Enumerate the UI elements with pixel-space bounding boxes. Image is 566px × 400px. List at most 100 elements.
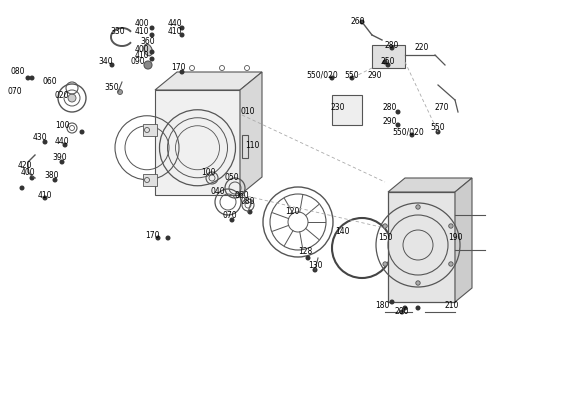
Text: 050: 050 (225, 174, 239, 182)
Text: 390: 390 (53, 154, 67, 162)
Circle shape (449, 262, 453, 266)
Text: 180: 180 (375, 300, 389, 310)
Text: 010: 010 (241, 108, 255, 116)
Circle shape (110, 63, 114, 67)
Text: 080: 080 (241, 198, 255, 206)
Circle shape (156, 236, 160, 240)
Text: 290: 290 (383, 118, 397, 126)
Circle shape (230, 218, 234, 222)
Text: 040: 040 (211, 188, 225, 196)
Circle shape (30, 76, 34, 80)
Text: 230: 230 (331, 104, 345, 112)
Circle shape (416, 306, 420, 310)
Circle shape (43, 196, 47, 200)
Ellipse shape (144, 44, 152, 56)
Text: 150: 150 (378, 234, 392, 242)
Text: 210: 210 (445, 300, 459, 310)
Text: 080: 080 (11, 68, 25, 76)
Text: 220: 220 (415, 44, 429, 52)
Circle shape (166, 236, 170, 240)
Circle shape (80, 130, 84, 134)
Circle shape (396, 110, 400, 114)
Circle shape (180, 33, 184, 37)
Polygon shape (332, 95, 362, 125)
Text: 020: 020 (55, 90, 69, 100)
Circle shape (383, 262, 387, 266)
Text: 100: 100 (55, 120, 69, 130)
Circle shape (150, 26, 154, 30)
Circle shape (386, 63, 390, 67)
Text: 350: 350 (105, 84, 119, 92)
Text: 070: 070 (222, 210, 237, 220)
Text: 400: 400 (135, 20, 149, 28)
Text: 060: 060 (42, 78, 57, 86)
Text: 400: 400 (135, 44, 149, 54)
Circle shape (449, 224, 453, 228)
Text: 430: 430 (33, 134, 48, 142)
Text: 200: 200 (395, 308, 409, 316)
Text: 340: 340 (98, 58, 113, 66)
Circle shape (436, 130, 440, 134)
Text: 440: 440 (55, 138, 69, 146)
Circle shape (43, 140, 47, 144)
Text: 128: 128 (298, 248, 312, 256)
Circle shape (150, 33, 154, 37)
Text: 170: 170 (145, 230, 159, 240)
Circle shape (383, 60, 387, 64)
Text: 110: 110 (245, 140, 259, 150)
Circle shape (360, 20, 364, 24)
Circle shape (118, 90, 122, 94)
Circle shape (410, 133, 414, 137)
Text: 280: 280 (385, 40, 399, 50)
Polygon shape (372, 45, 405, 68)
Polygon shape (155, 90, 240, 195)
Circle shape (180, 70, 184, 74)
Circle shape (416, 281, 420, 285)
Circle shape (53, 178, 57, 182)
Text: 090: 090 (131, 58, 145, 66)
Polygon shape (388, 192, 455, 302)
Text: 400: 400 (21, 168, 35, 176)
Text: 410: 410 (38, 190, 52, 200)
Circle shape (383, 224, 387, 228)
Text: 550: 550 (431, 124, 445, 132)
Circle shape (313, 268, 317, 272)
Circle shape (150, 50, 154, 54)
Text: 250: 250 (381, 58, 395, 66)
Polygon shape (242, 135, 248, 158)
Text: 290: 290 (368, 70, 382, 80)
Text: 120: 120 (285, 208, 299, 216)
Text: 190: 190 (448, 234, 462, 242)
Circle shape (30, 176, 34, 180)
Text: 550/020: 550/020 (306, 70, 338, 80)
Circle shape (306, 256, 310, 260)
Circle shape (60, 160, 64, 164)
Circle shape (390, 46, 394, 50)
Text: 550: 550 (345, 70, 359, 80)
Polygon shape (143, 174, 157, 186)
Circle shape (63, 143, 67, 147)
Circle shape (150, 57, 154, 61)
Polygon shape (388, 178, 472, 192)
Circle shape (68, 94, 76, 102)
Circle shape (180, 26, 184, 30)
Polygon shape (455, 178, 472, 302)
Text: 550/020: 550/020 (392, 128, 424, 136)
Text: 140: 140 (335, 228, 349, 236)
Circle shape (416, 205, 420, 209)
Text: 060: 060 (235, 190, 249, 200)
Circle shape (144, 61, 152, 69)
Text: 440: 440 (168, 20, 182, 28)
Text: 170: 170 (171, 64, 185, 72)
Circle shape (403, 306, 407, 310)
Text: 410: 410 (168, 28, 182, 36)
Text: 420: 420 (18, 160, 32, 170)
Text: 130: 130 (308, 260, 322, 270)
Polygon shape (240, 72, 262, 195)
Circle shape (248, 210, 252, 214)
Circle shape (390, 300, 394, 304)
Text: 260: 260 (351, 18, 365, 26)
Circle shape (330, 76, 334, 80)
Text: 270: 270 (435, 104, 449, 112)
Text: 280: 280 (383, 104, 397, 112)
